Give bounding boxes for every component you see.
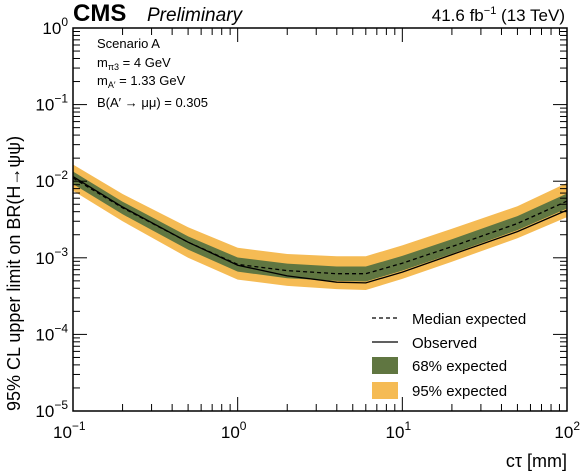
y-tick-label: 10−4 — [35, 321, 68, 344]
branching-ratio-label: B(A′ → μμ) = 0.305 — [97, 95, 208, 110]
95-expected-band — [73, 164, 567, 290]
annotation-block: Scenario A mπ3 = 4 GeV mA′ = 1.33 GeV B(… — [97, 36, 208, 110]
legend-68-swatch — [372, 357, 398, 374]
observed-line — [72, 176, 568, 284]
y-tick-label: 10−5 — [35, 398, 68, 421]
x-tick-label: 101 — [386, 419, 412, 442]
energy-label: (13 TeV) — [501, 6, 565, 25]
plot-frame — [72, 27, 568, 412]
legend-observed-label: Observed — [412, 335, 477, 352]
legend: Median expected Observed 68% expected 95… — [372, 311, 526, 400]
legend-95-label: 95% expected — [412, 383, 507, 400]
y-tick-label: 100 — [42, 15, 68, 38]
ticks-layer — [72, 28, 567, 412]
y-tick-label: 10−1 — [35, 92, 68, 115]
luminosity-value: 41.6 fb — [432, 6, 484, 25]
bands-layer — [73, 164, 567, 290]
cms-label: CMS — [73, 0, 126, 27]
x-tick-label: 100 — [221, 419, 247, 442]
luminosity-label: 41.6 fb−1 (13 TeV) — [432, 5, 565, 25]
x-axis-title: cτ [mm] — [506, 451, 567, 471]
y-axis-title: 95% CL upper limit on BR(H→ψψ) — [4, 136, 24, 411]
legend-95-swatch — [372, 382, 398, 399]
y-tick-label: 10−2 — [35, 168, 68, 191]
lines-layer — [72, 176, 568, 284]
luminosity-exponent: −1 — [484, 5, 497, 17]
ma-mass-label: mA′ = 1.33 GeV — [97, 73, 186, 90]
legend-68-label: 68% expected — [412, 358, 507, 375]
y-tick-label: 10−3 — [35, 245, 68, 268]
legend-median-label: Median expected — [412, 311, 526, 328]
preliminary-label: Preliminary — [147, 5, 244, 26]
68-expected-band — [73, 171, 567, 282]
mpi-mass-label: mπ3 = 4 GeV — [97, 55, 171, 72]
x-tick-label: 102 — [554, 419, 580, 442]
scenario-label: Scenario A — [97, 36, 160, 51]
x-tick-label: 10−1 — [53, 419, 86, 442]
